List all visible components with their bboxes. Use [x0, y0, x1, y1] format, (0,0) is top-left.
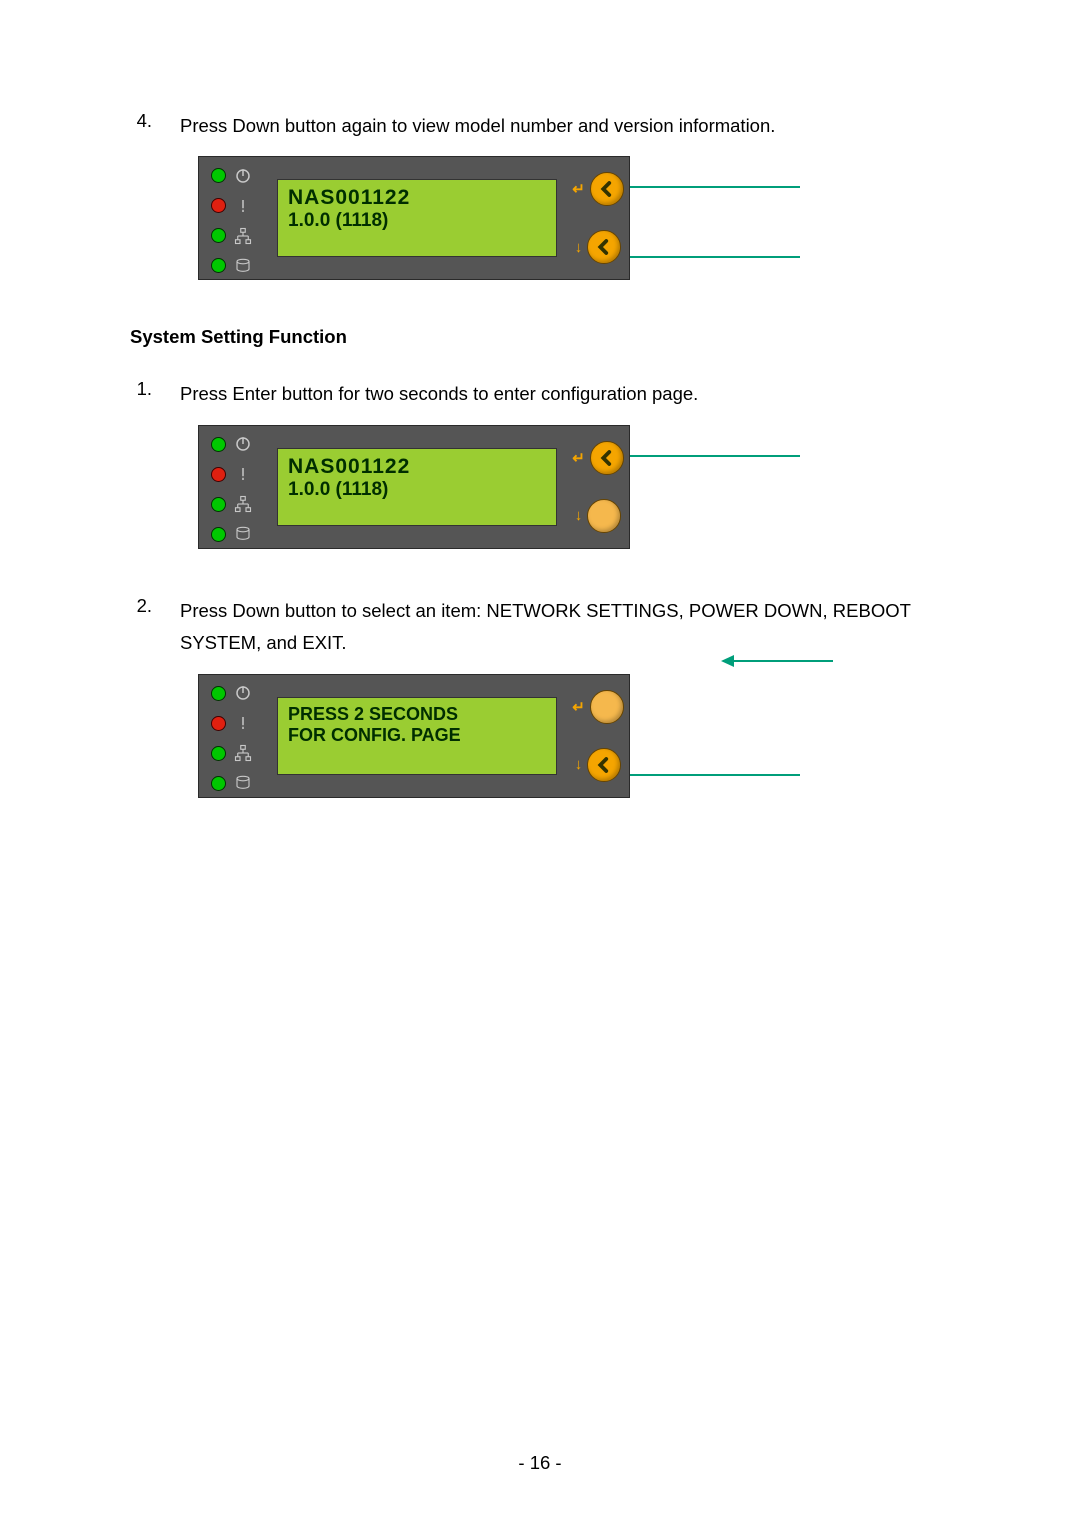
status-power: [211, 163, 277, 188]
button-column: ↵ ↓: [567, 157, 629, 279]
status-disk: [211, 253, 277, 278]
down-button-row: ↓: [575, 739, 622, 791]
device-panel-3: PRESS 2 SECONDS FOR CONFIG. PAGE ↵ ↓: [198, 674, 950, 804]
power-icon: [234, 435, 252, 453]
power-icon: [234, 167, 252, 185]
device-panel-1: NAS001122 1.0.0 (1118) ↵ ↓: [198, 156, 950, 286]
network-icon: [234, 227, 252, 245]
button-column: ↵ ↓: [567, 426, 629, 548]
led-green: [211, 168, 226, 183]
led-red: [211, 716, 226, 731]
list-text: Press Enter button for two seconds to en…: [180, 378, 698, 410]
enter-button-row: ↵: [572, 432, 624, 484]
list-number: 1.: [130, 378, 152, 410]
lcd-line-1: NAS001122: [288, 455, 546, 479]
list-item-4: 4. Press Down button again to view model…: [130, 110, 950, 142]
enter-symbol: ↵: [572, 180, 585, 198]
disk-icon: [234, 774, 252, 792]
led-green: [211, 776, 226, 791]
lcd-line-1: PRESS 2 SECONDS: [288, 704, 546, 725]
led-green: [211, 746, 226, 761]
down-button-row: ↓: [575, 490, 622, 542]
list-number: 4.: [130, 110, 152, 142]
alert-icon: [234, 197, 252, 215]
down-symbol: ↓: [575, 239, 583, 256]
status-leds: [199, 157, 277, 279]
arrow-head-icon: [721, 655, 734, 667]
enter-button-row: ↵: [572, 163, 624, 215]
led-green: [211, 258, 226, 273]
led-red: [211, 198, 226, 213]
led-red: [211, 467, 226, 482]
down-symbol: ↓: [575, 507, 583, 524]
list-item-2: 2. Press Down button to select an item: …: [130, 595, 950, 660]
lcd-display: NAS001122 1.0.0 (1118): [277, 448, 557, 526]
lcd-display: PRESS 2 SECONDS FOR CONFIG. PAGE: [277, 697, 557, 775]
device-panel: NAS001122 1.0.0 (1118) ↵ ↓: [198, 425, 630, 549]
enter-symbol: ↵: [572, 698, 585, 716]
list-text: Press Down button again to view model nu…: [180, 110, 775, 142]
list-item-1: 1. Press Enter button for two seconds to…: [130, 378, 950, 410]
enter-button[interactable]: [590, 441, 624, 475]
led-green: [211, 437, 226, 452]
lcd-line-1: NAS001122: [288, 186, 546, 210]
led-green: [211, 497, 226, 512]
status-leds: [199, 426, 277, 548]
disk-icon: [234, 525, 252, 543]
down-symbol: ↓: [575, 756, 583, 773]
led-green: [211, 527, 226, 542]
down-button[interactable]: [587, 499, 621, 533]
lcd-display: NAS001122 1.0.0 (1118): [277, 179, 557, 257]
alert-icon: [234, 465, 252, 483]
enter-symbol: ↵: [572, 449, 585, 467]
button-column: ↵ ↓: [567, 675, 629, 797]
callout-line-top: [630, 186, 800, 188]
status-alert: [211, 711, 277, 736]
status-disk: [211, 522, 277, 547]
enter-button[interactable]: [590, 172, 624, 206]
disk-icon: [234, 257, 252, 275]
lcd-line-2: 1.0.0 (1118): [288, 479, 546, 501]
led-green: [211, 686, 226, 701]
status-disk: [211, 771, 277, 796]
callout-arrow: [723, 660, 833, 662]
enter-button[interactable]: [590, 690, 624, 724]
list-number: 2.: [130, 595, 152, 660]
chevron-left-icon: [595, 756, 613, 774]
alert-icon: [234, 714, 252, 732]
status-network: [211, 223, 277, 248]
status-power: [211, 432, 277, 457]
callout-line-bottom: [630, 256, 800, 258]
device-panel-2: NAS001122 1.0.0 (1118) ↵ ↓: [198, 425, 950, 555]
status-leds: [199, 675, 277, 797]
network-icon: [234, 495, 252, 513]
page-number: - 16 -: [0, 1452, 1080, 1474]
device-panel: NAS001122 1.0.0 (1118) ↵ ↓: [198, 156, 630, 280]
down-button-row: ↓: [575, 221, 622, 273]
lcd-line-2: 1.0.0 (1118): [288, 210, 546, 232]
chevron-left-icon: [598, 449, 616, 467]
enter-button-row: ↵: [572, 681, 624, 733]
network-icon: [234, 744, 252, 762]
device-panel: PRESS 2 SECONDS FOR CONFIG. PAGE ↵ ↓: [198, 674, 630, 798]
status-power: [211, 681, 277, 706]
list-text: Press Down button to select an item: NET…: [180, 595, 950, 660]
status-alert: [211, 462, 277, 487]
chevron-left-icon: [598, 180, 616, 198]
callout-line-top: [630, 455, 800, 457]
lcd-line-2: FOR CONFIG. PAGE: [288, 725, 546, 746]
down-button[interactable]: [587, 748, 621, 782]
section-heading: System Setting Function: [130, 326, 950, 348]
status-network: [211, 741, 277, 766]
status-alert: [211, 193, 277, 218]
chevron-left-icon: [595, 238, 613, 256]
status-network: [211, 492, 277, 517]
led-green: [211, 228, 226, 243]
callout-line-bottom: [630, 774, 800, 776]
down-button[interactable]: [587, 230, 621, 264]
power-icon: [234, 684, 252, 702]
